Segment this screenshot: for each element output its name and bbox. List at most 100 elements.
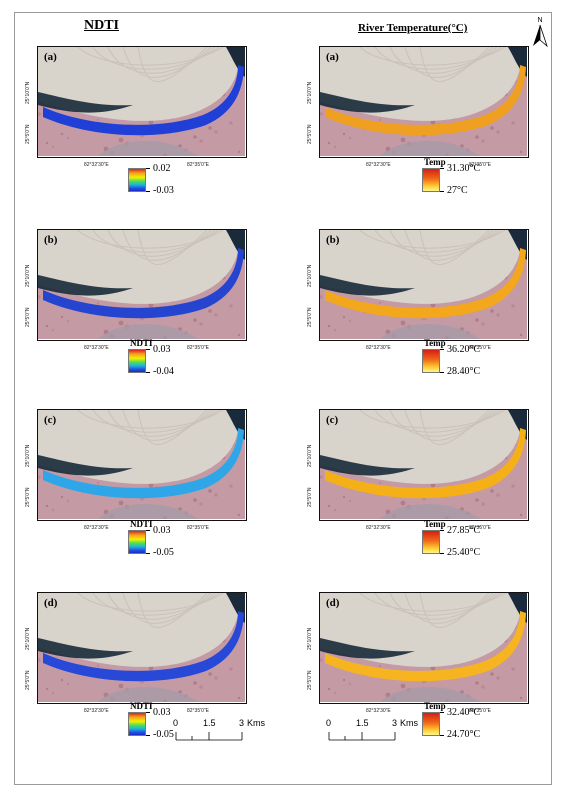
legend-max-value: 27.85°C <box>447 525 481 536</box>
temp-map-panel-3: (d) <box>319 592 529 704</box>
ndti-map-panel-3: (d) <box>37 592 247 704</box>
legend-color-ramp <box>128 530 146 554</box>
lat-label-top: 25°10'0"N <box>25 81 31 104</box>
legend-color-ramp <box>128 349 146 373</box>
legend-min-value: 25.40°C <box>447 547 481 558</box>
scale-tick-0: 0 <box>173 718 179 728</box>
lat-label-bottom: 25°5'0"N <box>307 487 313 507</box>
sandbar <box>38 230 239 304</box>
lat-label-bottom: 25°5'0"N <box>307 124 313 144</box>
lon-label-right: 82°35'0"E <box>187 345 209 351</box>
figure-frame <box>14 12 552 785</box>
lat-label-top: 25°10'0"N <box>307 81 313 104</box>
legend-title: Temp <box>424 338 446 348</box>
legend-min-value: -0.03 <box>153 185 174 196</box>
dark-water-left <box>320 455 415 476</box>
lon-label-left: 82°32'30"E <box>84 525 109 531</box>
urban-area <box>380 323 480 339</box>
sandbar <box>320 593 521 667</box>
scale-tick-2: 3 <box>392 718 398 728</box>
dark-water-left <box>38 638 133 659</box>
legend-min-value: -0.05 <box>153 729 174 740</box>
lat-label-bottom: 25°5'0"N <box>25 307 31 327</box>
scale-tick-2: 3 <box>239 718 245 728</box>
panel-label: (b) <box>44 234 58 246</box>
ndti-column-title: NDTI <box>84 18 120 33</box>
lat-label-top: 25°10'0"N <box>307 444 313 467</box>
legend-max-value: 31.30°C <box>447 163 481 174</box>
north-arrow-icon: N <box>530 15 550 49</box>
urban-area <box>98 323 198 339</box>
legend-max-value: 0.03 <box>153 344 171 355</box>
lon-label-left: 82°32'30"E <box>84 708 109 714</box>
urban-area <box>380 686 480 702</box>
legend-min-value: 28.40°C <box>447 366 481 377</box>
legend-min-value: -0.05 <box>153 547 174 558</box>
urban-area <box>380 140 480 156</box>
dark-water-left <box>38 275 133 296</box>
ndti-map-panel-0: (a) <box>37 46 247 158</box>
temp-map-panel-2: (c) <box>319 409 529 521</box>
north-label: N <box>537 17 542 24</box>
lat-label-top: 25°10'0"N <box>25 444 31 467</box>
lat-label-top: 25°10'0"N <box>307 264 313 287</box>
lon-label-left: 82°32'30"E <box>84 162 109 168</box>
lon-label-right: 82°35'0"E <box>469 525 491 531</box>
temperature-column-title: River Temperature(°C) <box>358 22 468 34</box>
scale-unit: Kms <box>400 718 418 728</box>
lat-label-bottom: 25°5'0"N <box>25 670 31 690</box>
lat-label-bottom: 25°5'0"N <box>25 487 31 507</box>
legend-max-value: 0.03 <box>153 707 171 718</box>
sandbar <box>320 230 521 304</box>
panel-label: (c) <box>44 414 57 426</box>
panel-label: (d) <box>44 597 58 609</box>
legend-color-ramp <box>422 349 440 373</box>
lat-label-bottom: 25°5'0"N <box>307 307 313 327</box>
lon-label-right: 82°35'0"E <box>469 708 491 714</box>
dark-water-left <box>320 92 415 113</box>
legend-min-value: -0.04 <box>153 366 174 377</box>
legend-color-ramp <box>422 530 440 554</box>
lon-label-left: 82°32'30"E <box>366 708 391 714</box>
legend-max-value: 36.20°C <box>447 344 481 355</box>
panel-label: (d) <box>326 597 340 609</box>
legend-title: Temp <box>424 157 446 167</box>
legend-min-value: 27°C <box>447 185 468 196</box>
legend-title: Temp <box>424 519 446 529</box>
legend-min-value: 24.70°C <box>447 729 481 740</box>
legend-max-value: 0.03 <box>153 525 171 536</box>
legend-color-ramp <box>422 168 440 192</box>
legend-color-ramp <box>422 712 440 736</box>
dark-water-left <box>320 638 415 659</box>
panel-label: (a) <box>326 51 339 63</box>
dark-water-left <box>38 92 133 113</box>
panel-label: (a) <box>44 51 57 63</box>
sandbar <box>320 47 521 121</box>
lon-label-right: 82°35'0"E <box>469 162 491 168</box>
sandbar <box>38 47 239 121</box>
legend-title: Temp <box>424 701 446 711</box>
lat-label-top: 25°10'0"N <box>25 627 31 650</box>
legend-color-ramp <box>128 712 146 736</box>
scale-tick-0: 0 <box>326 718 332 728</box>
urban-area <box>98 503 198 519</box>
lon-label-left: 82°32'30"E <box>84 345 109 351</box>
dark-water-left <box>320 275 415 296</box>
lon-label-left: 82°32'30"E <box>366 525 391 531</box>
lon-label-right: 82°35'0"E <box>187 708 209 714</box>
legend-title: NDTI <box>130 701 153 711</box>
scale-bar-left: 0 1.5 3 Kms <box>172 718 265 748</box>
scale-unit: Kms <box>247 718 265 728</box>
legend-max-value: 0.02 <box>153 163 171 174</box>
lon-label-right: 82°35'0"E <box>187 162 209 168</box>
legend-title: NDTI <box>130 519 153 529</box>
lat-label-bottom: 25°5'0"N <box>307 670 313 690</box>
lon-label-right: 82°35'0"E <box>187 525 209 531</box>
panel-label: (c) <box>326 414 339 426</box>
lat-label-top: 25°10'0"N <box>25 264 31 287</box>
lat-label-bottom: 25°5'0"N <box>25 124 31 144</box>
lat-label-top: 25°10'0"N <box>307 627 313 650</box>
urban-area <box>380 503 480 519</box>
sandbar <box>38 593 239 667</box>
